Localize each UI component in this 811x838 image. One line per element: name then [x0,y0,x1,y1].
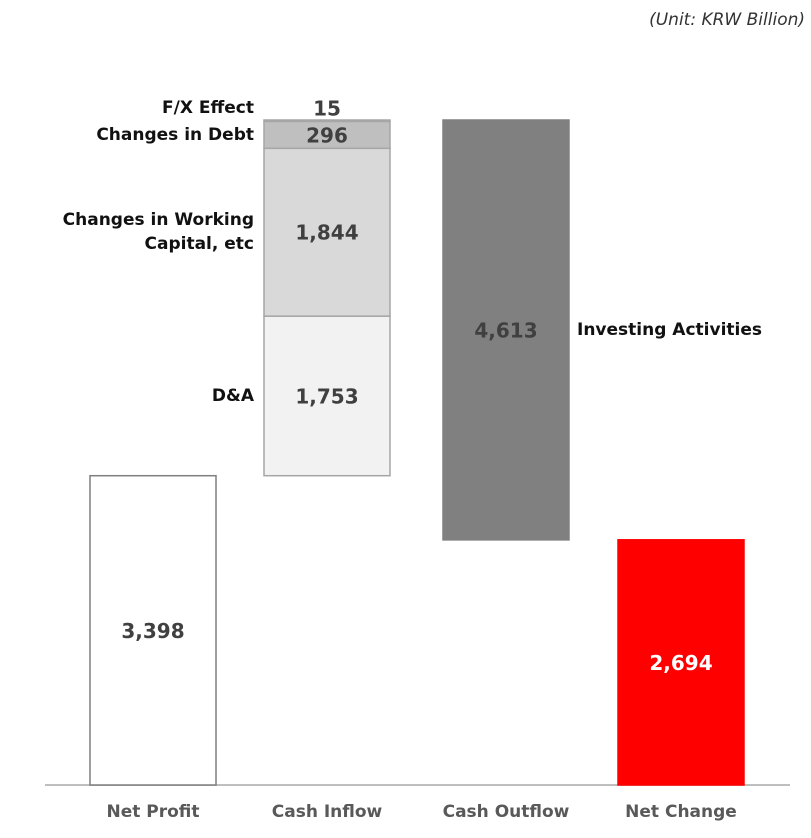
segment-name: D&A [211,385,254,406]
bar-segment [263,315,391,477]
x-tick-label: Net Profit [106,802,199,822]
value-label: 4,613 [474,318,537,342]
x-tick-label: Cash Inflow [272,802,383,822]
segment-name: Investing Activities [577,319,762,340]
value-label: 296 [306,123,348,147]
bar-segment [442,119,570,541]
bar-segment [263,147,391,317]
bar-segment [263,120,391,150]
value-label: 1,753 [295,384,358,408]
unit-note: (Unit: KRW Billion) [649,10,805,30]
value-label: 3,398 [121,619,184,643]
bar-segment [89,474,217,786]
segment-name: Changes in Debt [96,124,254,145]
value-label: 15 [313,97,341,121]
bar-segment [617,539,745,786]
value-label: 2,694 [649,651,712,675]
x-tick-label: Net Change [625,802,737,822]
value-label: 1,844 [295,221,358,245]
x-tick-label: Cash Outflow [443,802,570,822]
segment-name: F/X Effect [162,98,254,118]
bar-segment [263,119,391,123]
segment-name: Changes in Working Capital, etc [62,210,254,255]
